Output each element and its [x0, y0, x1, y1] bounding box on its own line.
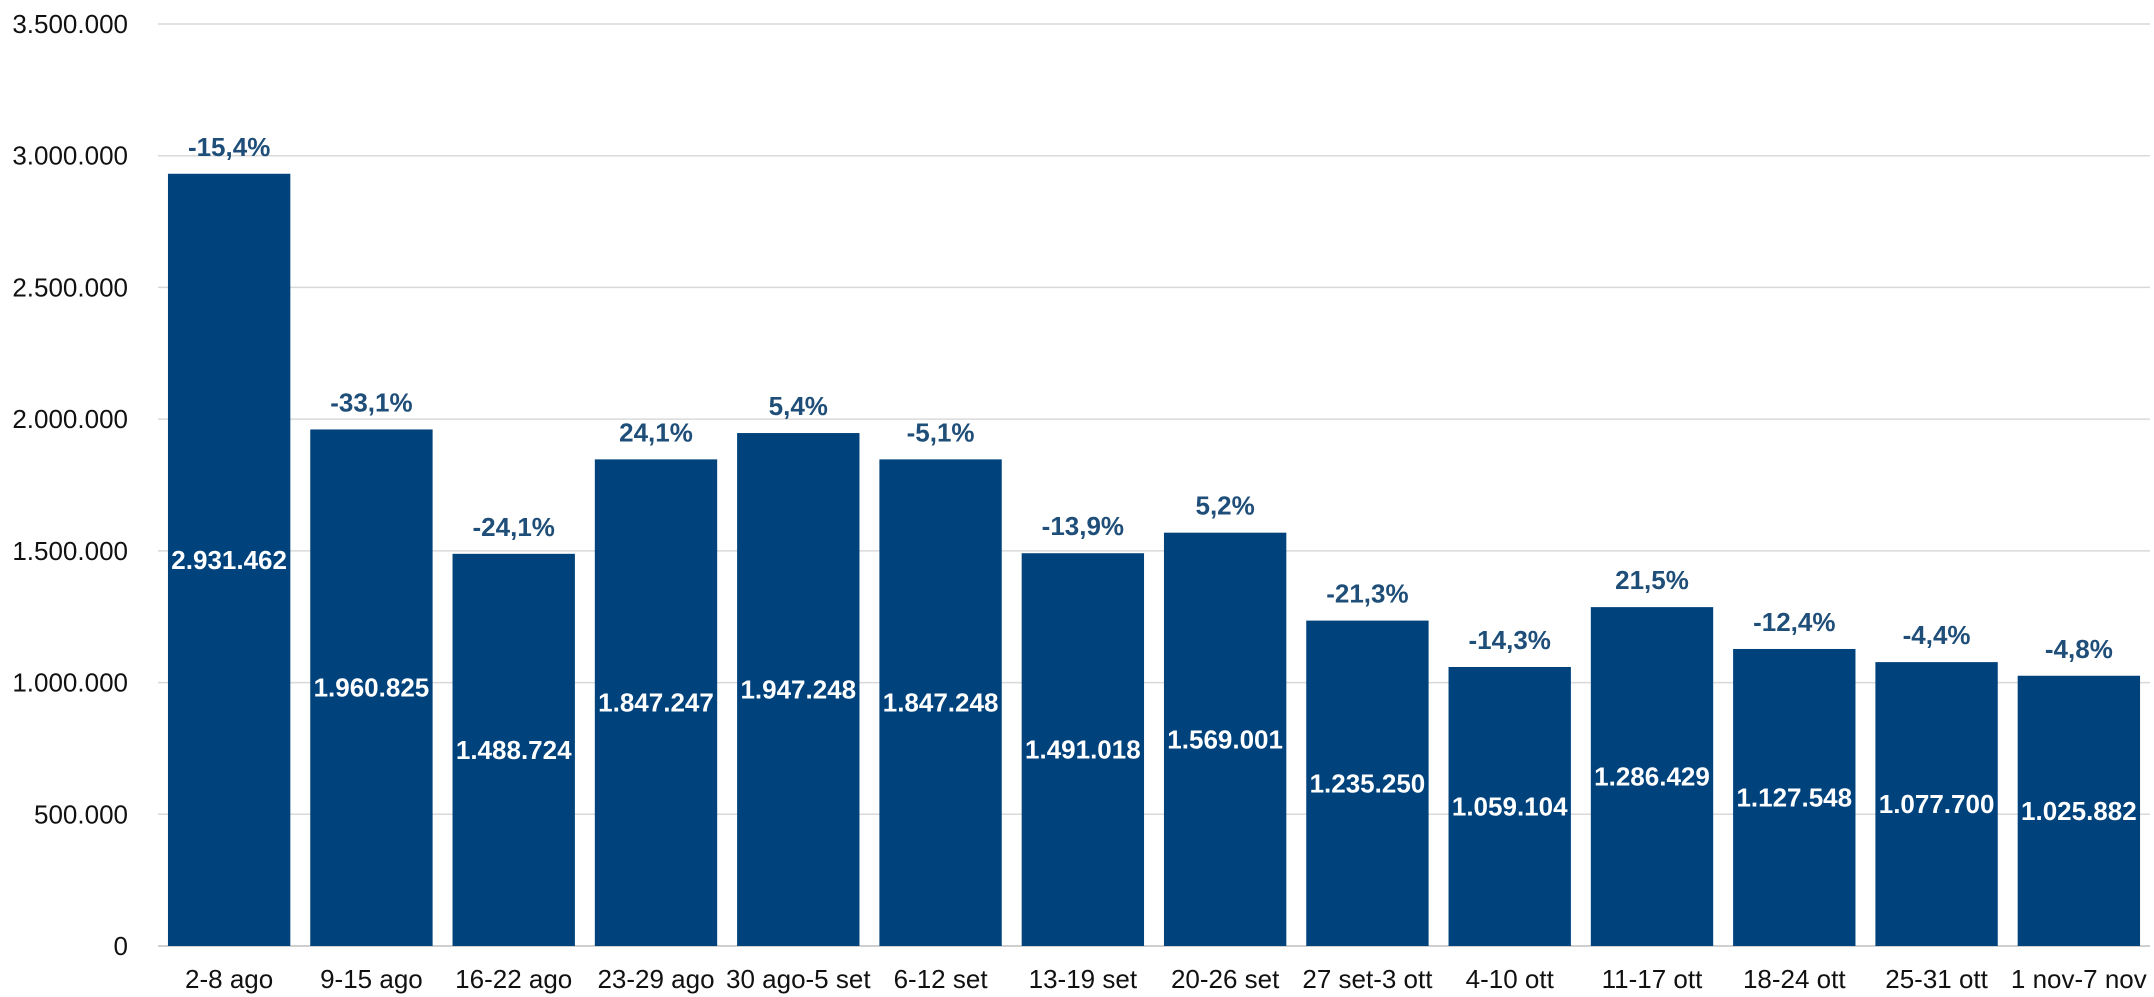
bar — [594, 459, 718, 946]
value-label: 1.025.882 — [2021, 796, 2137, 826]
change-label: 21,5% — [1615, 565, 1689, 595]
value-label: 1.847.248 — [883, 688, 999, 718]
value-label: 1.235.250 — [1310, 768, 1426, 798]
bar — [310, 429, 433, 947]
change-label: -12,4% — [1753, 607, 1835, 637]
bar — [1448, 667, 1571, 946]
value-label: 1.847.247 — [598, 688, 714, 718]
x-tick-label: 2-8 ago — [185, 964, 273, 994]
value-label: 1.569.001 — [1167, 724, 1283, 754]
bar — [167, 173, 291, 946]
y-axis-ticks: 0 500.000 1.000.000 1.500.000 2.000.000 2.500… — [12, 9, 128, 961]
y-tick-label: 3.000.000 — [12, 141, 128, 171]
change-label: -15,4% — [188, 132, 270, 162]
y-tick-label: 2.000.000 — [12, 404, 128, 434]
x-tick-label: 4-10 ott — [1466, 964, 1555, 994]
x-tick-label: 1 nov-7 nov — [2011, 964, 2147, 994]
bar — [879, 459, 1002, 946]
bar — [1306, 620, 1429, 946]
value-label: 1.491.018 — [1025, 735, 1141, 765]
y-tick-label: 1.500.000 — [12, 536, 128, 566]
y-tick-label: 2.500.000 — [12, 272, 128, 302]
y-tick-label: 500.000 — [34, 799, 128, 829]
value-label: 1.059.104 — [1452, 792, 1568, 822]
x-tick-label: 30 ago-5 set — [726, 964, 871, 994]
x-tick-label: 9-15 ago — [320, 964, 423, 994]
x-axis-labels: 2-8 ago 9-15 ago 16-22 ago 23-29 ago 30 ago-… — [185, 964, 2147, 994]
change-label: -13,9% — [1042, 511, 1124, 541]
y-tick-label: 3.500.000 — [12, 9, 128, 39]
change-label: 5,4% — [769, 391, 828, 421]
x-tick-label: 25-31 ott — [1885, 964, 1988, 994]
bar — [1733, 648, 1856, 946]
value-label: 2.931.462 — [171, 545, 287, 575]
x-tick-label: 16-22 ago — [455, 964, 572, 994]
y-tick-label: 0 — [114, 931, 128, 961]
x-tick-label: 6-12 set — [894, 964, 989, 994]
x-tick-label: 20-26 set — [1171, 964, 1280, 994]
change-label: -21,3% — [1326, 579, 1408, 609]
change-label: 24,1% — [619, 417, 693, 447]
value-label: 1.947.248 — [740, 675, 856, 705]
bar — [452, 553, 575, 946]
bar — [737, 433, 860, 946]
x-tick-label: 23-29 ago — [597, 964, 714, 994]
change-label: -5,1% — [907, 417, 975, 447]
bar — [1590, 607, 1714, 946]
bar — [1163, 532, 1287, 946]
y-tick-label: 1.000.000 — [12, 668, 128, 698]
value-label: 1.127.548 — [1736, 782, 1852, 812]
change-label: -14,3% — [1469, 625, 1551, 655]
bar — [1875, 662, 1998, 946]
bar — [2017, 675, 2141, 946]
bar — [1021, 553, 1145, 946]
change-label: 5,2% — [1196, 491, 1255, 521]
x-tick-label: 11-17 ott — [1602, 964, 1703, 994]
value-label: 1.077.700 — [1879, 789, 1995, 819]
bars: -15,4% 2.931.462 -33,1% 1.960.825 -24,1% 1.48… — [167, 132, 2141, 947]
change-label: -4,4% — [1903, 620, 1971, 650]
x-tick-label: 18-24 ott — [1743, 964, 1846, 994]
value-label: 1.960.825 — [314, 673, 430, 703]
value-label: 1.286.429 — [1594, 762, 1710, 792]
x-tick-label: 27 set-3 ott — [1302, 964, 1433, 994]
x-tick-label: 13-19 set — [1029, 964, 1138, 994]
change-label: -33,1% — [330, 387, 412, 417]
change-label: -4,8% — [2045, 634, 2113, 664]
value-label: 1.488.724 — [456, 735, 572, 765]
change-label: -24,1% — [473, 512, 555, 542]
